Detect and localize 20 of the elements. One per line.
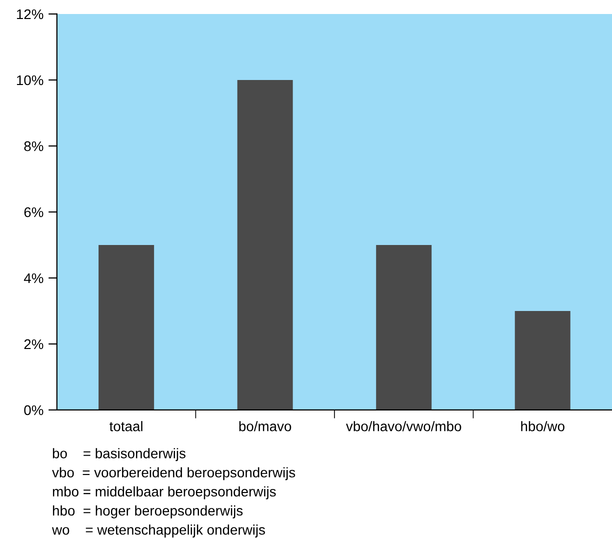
y-tick-label: 6% xyxy=(24,207,44,218)
y-tick-label: 12% xyxy=(16,9,44,20)
x-tick-label: vbo/havo/vwo/mbo xyxy=(346,421,462,432)
text: wo = wetenschappelijk onderwijs xyxy=(52,524,265,538)
y-tick-label: 2% xyxy=(24,339,44,350)
bar xyxy=(514,310,570,410)
x-tick-label: bo/mavo xyxy=(239,421,292,432)
x-tick-label: totaal xyxy=(110,421,142,432)
x-tick-label: hbo/wo xyxy=(521,421,564,432)
y-tick-label: 10% xyxy=(16,75,44,86)
text: mbo = middelbaar beroepsonderwijs xyxy=(52,486,276,500)
y-tick-label: 4% xyxy=(24,273,44,284)
y-tick-label: 8% xyxy=(24,141,44,152)
text: hbo = hoger beroepsonderwijs xyxy=(52,505,243,518)
text: bo = basisonderwijs xyxy=(52,448,186,462)
text: vbo = voorbereidend beroepsonderwijs xyxy=(52,467,296,480)
bar xyxy=(237,80,293,410)
bar xyxy=(98,244,154,410)
y-tick-label: 0% xyxy=(24,405,44,416)
bar xyxy=(376,244,432,410)
